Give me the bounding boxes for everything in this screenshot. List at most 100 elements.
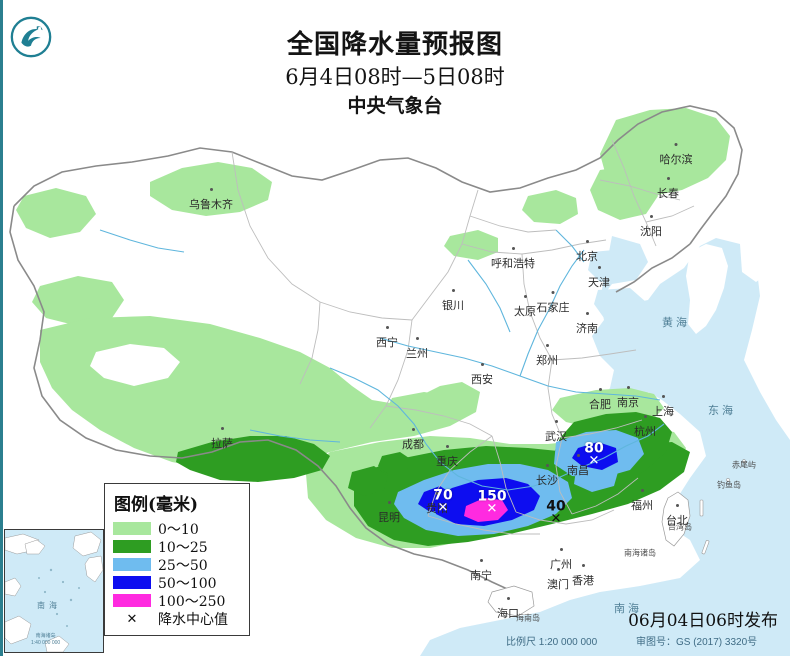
sea-label: 南海 [614,603,642,615]
sea-label: 黄海 [662,317,690,329]
city-label: 香港 [572,564,594,588]
city-marker-icon [385,326,389,329]
legend-label-center-value: 降水中心值 [158,611,228,628]
legend-row-center-value: ✕ 降水中心值 [113,610,241,628]
inset-sea-label: 南海 [37,601,61,610]
city-label: 银川 [442,289,464,313]
city-label: 台北 [666,504,688,528]
city-label: 乌鲁木齐 [189,188,233,212]
city-label: 沈阳 [640,215,662,239]
issue-time: 06月04日06时发布 [628,611,778,631]
sea-label: 东海 [708,405,736,417]
island-label: 赤尾屿 [732,460,756,470]
legend-label-2: 25～50 [158,557,208,574]
city-label: 西安 [471,363,493,387]
city-label: 太原 [514,295,536,319]
center-value-icon: ✕ [126,611,138,626]
city-marker-icon [643,415,647,418]
city-label: 武汉 [545,420,567,444]
precipitation-center-value: 70 ✕ [433,489,452,516]
city-label: 南宁 [470,559,492,583]
city-marker-icon [597,266,601,269]
south-china-sea-inset: 南海 南海诸岛 1:40 000 000 [4,529,104,653]
legend-swatch-1 [113,540,151,553]
city-marker-icon [445,445,449,448]
legend-rows: 0～10 10～25 25～50 50～100 100～250 [113,520,241,610]
precipitation-center-value: 80 ✕ [584,440,604,469]
map-scale: 比例尺 1:20 000 000 [506,637,598,648]
island-label: 钓鱼岛 [717,480,741,490]
center-value-number: 80 [584,440,604,457]
city-marker-icon [666,177,670,180]
city-label: 哈尔滨 [660,143,693,167]
precipitation-center-value: 150 ✕ [477,488,507,517]
left-accent-bar [0,0,3,656]
city-label: 广州 [550,548,572,572]
city-marker-icon [480,363,484,366]
inset-scale-line2: 1:40 000 000 [31,640,61,646]
legend-swatch-0 [113,522,151,535]
city-marker-icon [545,464,549,467]
city-label: 长沙 [536,464,558,488]
city-label: 呼和浩特 [491,247,535,271]
city-label: 重庆 [436,445,458,469]
city-label: 成都 [402,428,424,452]
city-marker-icon [585,312,589,315]
island-label: 台湾岛 [668,522,692,532]
city-marker-icon [387,501,391,504]
city-marker-icon [581,564,585,567]
island-label: 海南岛 [516,613,540,623]
center-value-cross-icon: ✕ [437,500,449,516]
legend-swatch-2 [113,558,151,571]
legend-label-4: 100～250 [158,593,226,610]
city-label: 南京 [617,386,639,410]
center-value-number: 150 [477,488,507,505]
legend-swatch-3 [113,576,151,589]
city-marker-icon [674,143,678,146]
city-marker-icon [220,427,224,430]
city-label: 海口 [497,597,519,621]
city-marker-icon [675,504,679,507]
legend-box: 图例(毫米) 0～10 10～25 25～50 50～100 100～250 ✕ 降水中… [104,483,250,636]
city-marker-icon [598,388,602,391]
city-marker-icon [435,492,439,495]
city-marker-icon [559,548,563,551]
city-marker-icon [576,454,580,457]
city-label: 兰州 [406,337,428,361]
center-value-cross-icon: ✕ [550,511,562,527]
legend-label-1: 10～25 [158,539,208,556]
legend-row-3: 50～100 [113,574,241,592]
center-value-cross-icon: ✕ [486,501,498,517]
city-label: 上海 [652,395,674,419]
city-marker-icon [415,337,419,340]
inset-map [5,530,103,652]
city-label: 天津 [588,266,610,290]
legend-row-0: 0～10 [113,520,241,538]
legend-row-2: 25～50 [113,556,241,574]
legend-title: 图例(毫米) [114,495,199,515]
city-label: 石家庄 [537,291,570,315]
city-marker-icon [640,489,644,492]
precipitation-center-value: 40 ✕ [546,500,565,527]
city-marker-icon [506,597,510,600]
city-marker-icon [523,295,527,298]
city-label: 郑州 [536,344,558,368]
legend-row-4: 100～250 [113,592,241,610]
city-label: 福州 [631,489,653,513]
city-marker-icon [661,395,665,398]
city-label: 杭州 [634,415,656,439]
center-value-cross-icon: ✕ [588,453,600,469]
city-marker-icon [554,420,558,423]
city-label: 长春 [657,177,679,201]
legend-label-0: 0～10 [158,521,199,538]
city-marker-icon [626,386,630,389]
city-marker-icon [556,568,560,571]
city-label: 拉萨 [211,427,233,451]
city-label: 南昌 [567,454,589,478]
city-label: 合肥 [589,388,611,412]
city-marker-icon [649,215,653,218]
city-label: 济南 [576,312,598,336]
island-label: 南海诸岛 [624,548,656,558]
cma-logo-icon [10,16,52,58]
